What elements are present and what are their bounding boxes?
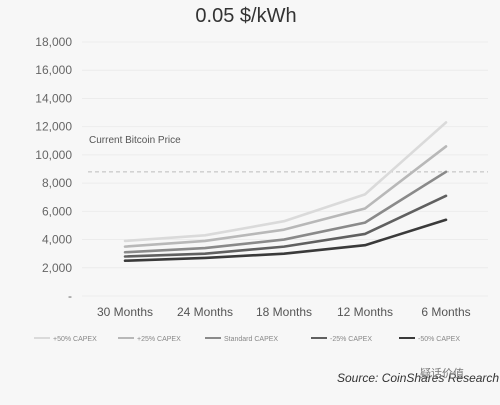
series-line [123,121,448,243]
watermark: 疑话价值 [420,367,464,380]
x-tick-label: 12 Months [337,305,393,319]
y-tick-label: - [68,289,72,303]
series-group [123,121,448,263]
y-tick-label: 8,000 [42,176,72,190]
y-tick-label: 14,000 [35,91,72,105]
legend-label: -25% CAPEX [330,336,372,343]
y-tick-label: 16,000 [35,63,72,77]
reference-line-label: Current Bitcoin Price [89,135,181,146]
x-tick-label: 18 Months [256,305,312,319]
legend-label: +25% CAPEX [137,336,181,343]
legend-label: +50% CAPEX [53,336,97,343]
y-tick-label: 4,000 [42,233,72,247]
x-tick-label: 6 Months [421,305,470,319]
grid [82,41,488,297]
series-line [123,218,448,263]
x-tick-label: 24 Months [177,305,233,319]
x-tick-label: 30 Months [97,305,153,319]
series-line [123,170,448,254]
y-tick-label: 2,000 [42,261,72,275]
reference-line-group: Current Bitcoin Price [88,135,488,173]
y-tick-label: 6,000 [42,204,72,218]
legend-label: -50% CAPEX [418,336,460,343]
series-line [123,194,448,258]
legend: +50% CAPEX +25% CAPEX Standard CAPEX -25% C… [34,336,460,343]
chart-title: 0.05 $/kWh [195,5,296,27]
y-tick-label: 10,000 [35,148,72,162]
source-note: Source: CoinShares Research (May 2019) [337,371,500,385]
x-axis: 30 Months 24 Months 18 Months 12 Months 6 Mo… [97,305,471,319]
legend-label: Standard CAPEX [224,336,278,343]
y-axis: 18,000 16,000 14,000 12,000 10,000 8,000 6,000… [35,35,72,303]
y-tick-label: 12,000 [35,120,72,134]
y-tick-label: 18,000 [35,35,72,49]
series-line [123,145,448,248]
